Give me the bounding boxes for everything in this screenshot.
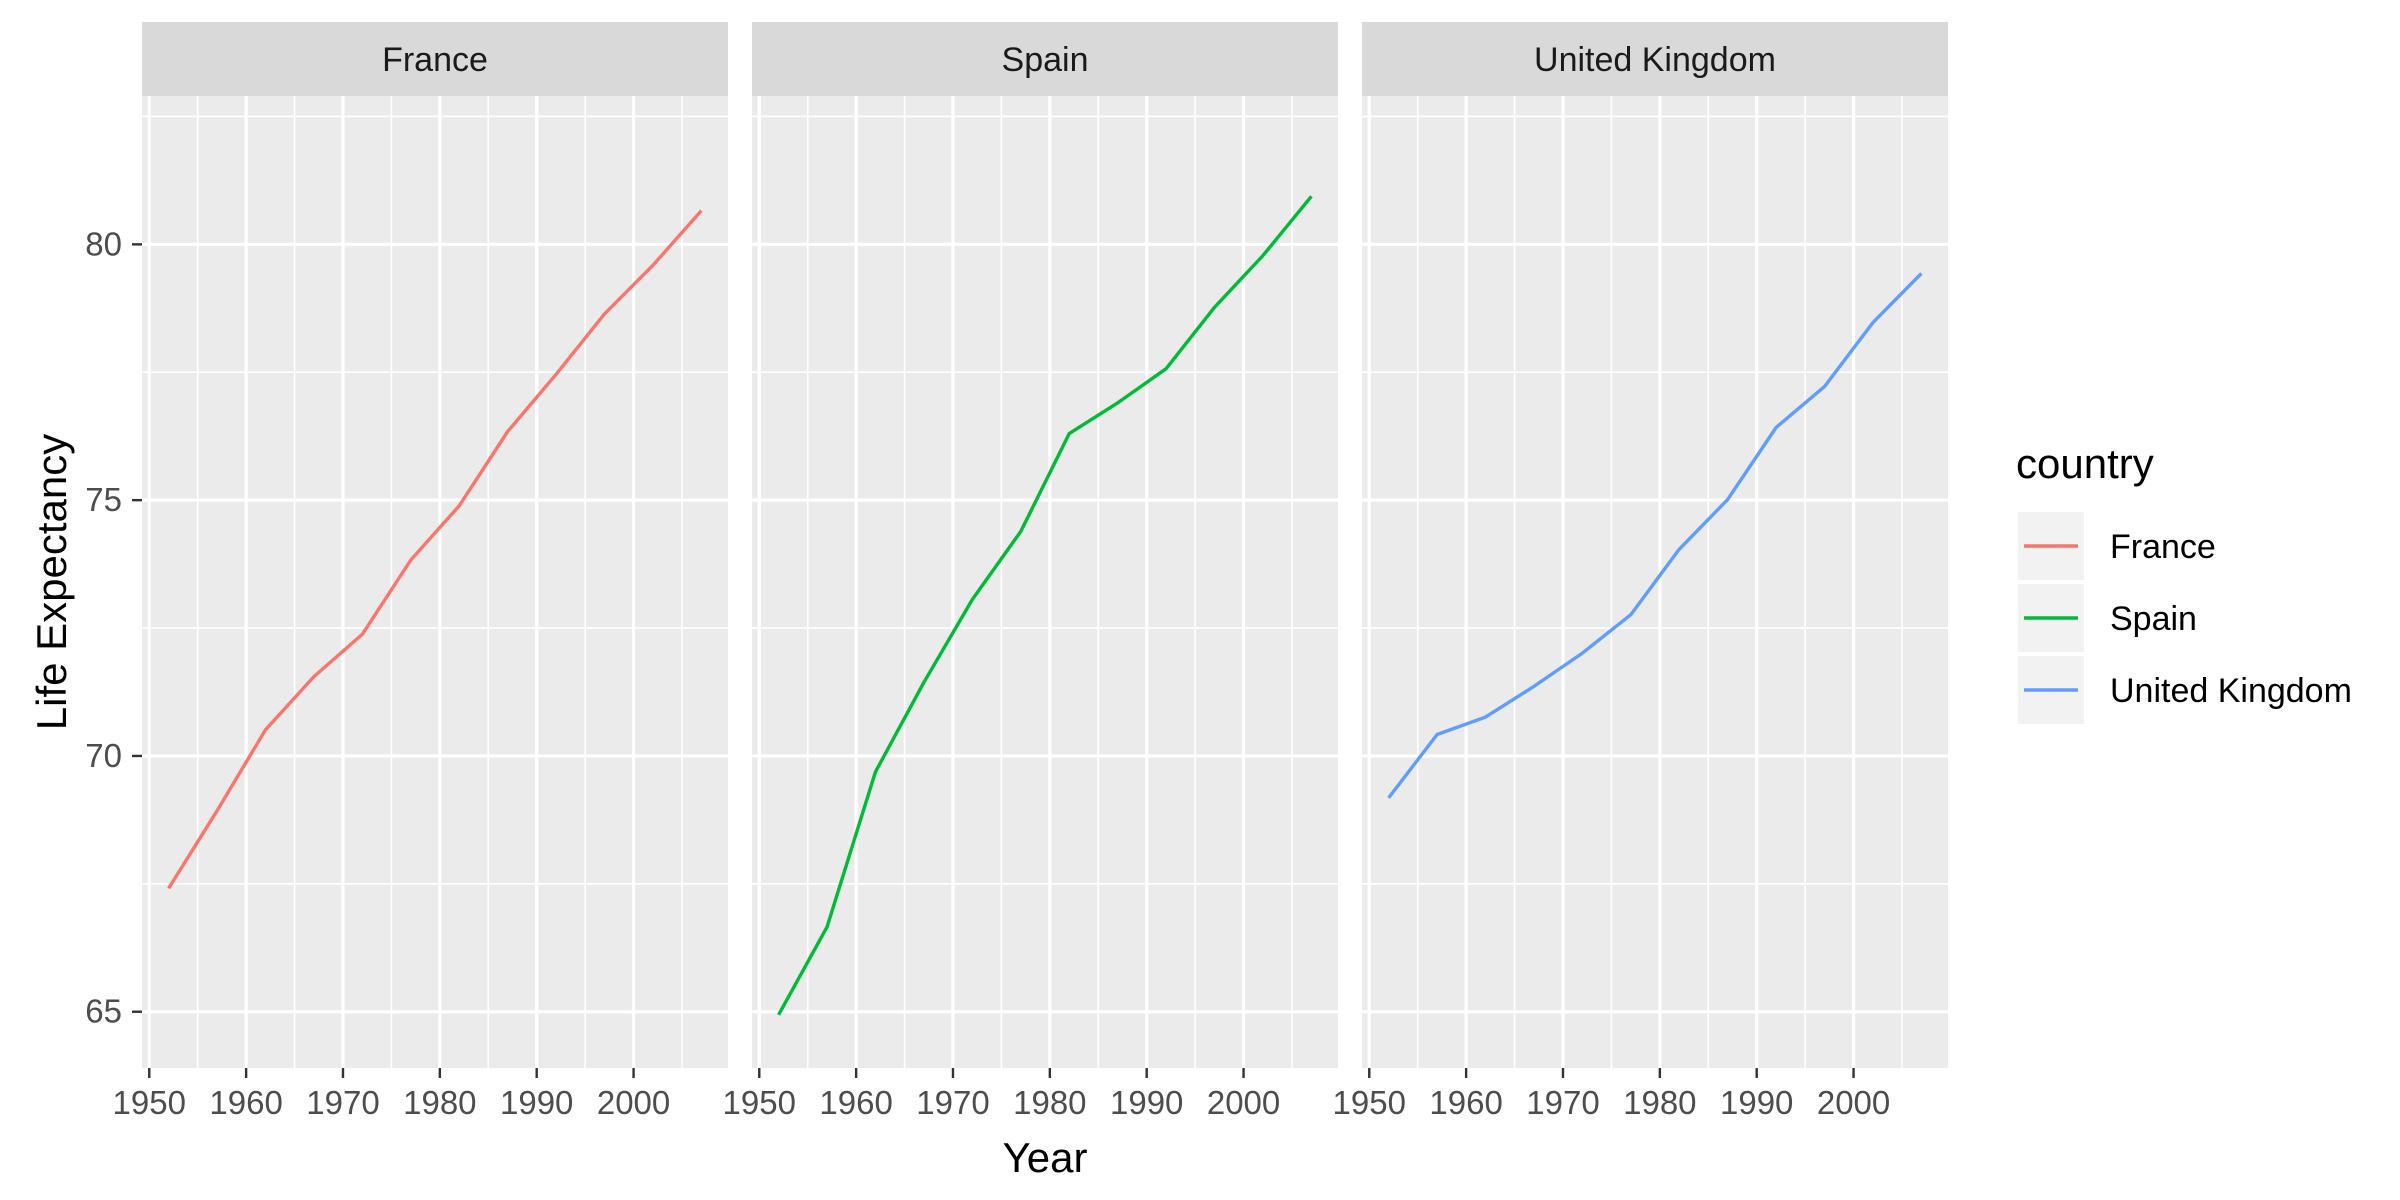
panel-background (752, 96, 1338, 1068)
y-axis: 65 70 75 80 (85, 225, 142, 1030)
facet-strip-background (752, 22, 1338, 96)
legend: country France Spain United Kingdom (2016, 440, 2352, 724)
facet-strip-label: Spain (1002, 41, 1089, 79)
x-tick-label: 1980 (1013, 1084, 1086, 1121)
x-tick-label: 1950 (113, 1084, 186, 1121)
y-tick-label: 70 (85, 737, 122, 774)
y-tick-label: 80 (85, 225, 122, 262)
legend-item-spain: Spain (2018, 584, 2197, 652)
legend-label: United Kingdom (2110, 672, 2352, 710)
legend-item-united-kingdom: United Kingdom (2018, 656, 2352, 724)
facet-panel-spain: Spain 1950 1960 1970 1980 1990 2000 (723, 22, 1338, 1121)
series-line-france (167, 209, 703, 890)
series-line-united-kingdom (1387, 272, 1923, 799)
facet-panels: France 1950 1960 1970 1980 1990 2000 Spain 1950 1… (113, 22, 1948, 1121)
x-tick-label: 2000 (597, 1084, 670, 1121)
x-tick-label: 1970 (1526, 1084, 1599, 1121)
x-tick-label: 1950 (723, 1084, 796, 1121)
y-tick-label: 65 (85, 993, 122, 1030)
legend-label: France (2110, 528, 2216, 566)
series-line-spain (777, 195, 1313, 1016)
x-tick-label: 1980 (1623, 1084, 1696, 1121)
y-tick-label: 75 (85, 481, 122, 518)
facet-strip-background (1362, 22, 1948, 96)
x-tick-label: 1990 (1110, 1084, 1183, 1121)
facet-strip-label: France (382, 41, 488, 79)
x-tick-label: 1960 (209, 1084, 282, 1121)
x-tick-label: 1970 (916, 1084, 989, 1121)
legend-title: country (2016, 440, 2154, 487)
facet-strip-label: United Kingdom (1534, 41, 1776, 79)
y-axis-title: Life Expectancy (28, 434, 75, 731)
x-tick-label: 1960 (819, 1084, 892, 1121)
legend-label: Spain (2110, 600, 2197, 638)
x-tick-label: 1970 (306, 1084, 379, 1121)
x-tick-label: 1980 (403, 1084, 476, 1121)
x-tick-label: 2000 (1207, 1084, 1280, 1121)
x-tick-label: 1990 (1720, 1084, 1793, 1121)
x-tick-label: 1960 (1429, 1084, 1502, 1121)
x-tick-label: 2000 (1817, 1084, 1890, 1121)
facet-panel-united-kingdom: United Kingdom 1950 1960 1970 1980 1990 2000 (1333, 22, 1948, 1121)
x-tick-label: 1950 (1333, 1084, 1406, 1121)
panel-background (142, 96, 728, 1068)
facet-strip-background (142, 22, 728, 96)
legend-item-france: France (2018, 512, 2216, 580)
facet-panel-france: France 1950 1960 1970 1980 1990 2000 (113, 22, 728, 1121)
x-tick-label: 1990 (500, 1084, 573, 1121)
x-axis-title: Year (1003, 1134, 1088, 1181)
